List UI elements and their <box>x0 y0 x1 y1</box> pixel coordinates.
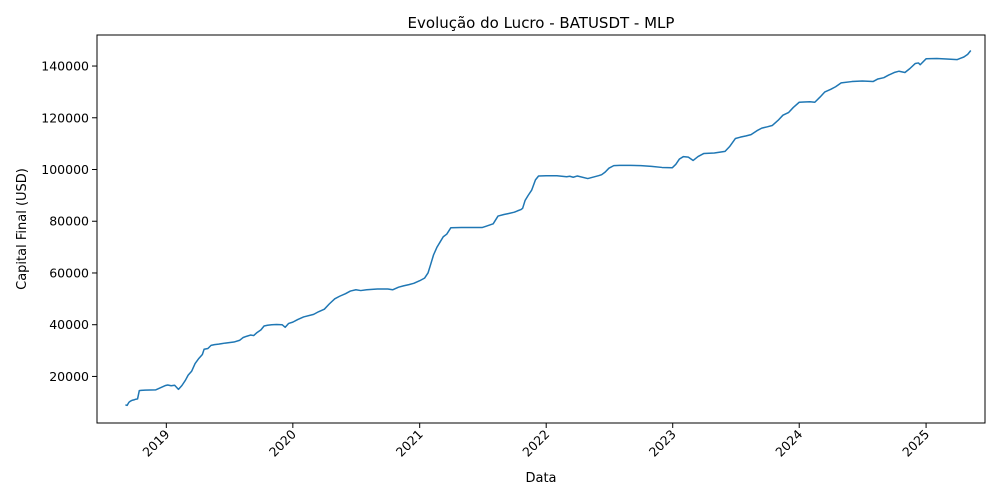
x-tick-label: 2020 <box>266 426 299 459</box>
x-axis-label: Data <box>525 471 556 486</box>
plot-area-frame <box>96 34 986 424</box>
y-tick-label: 100000 <box>41 162 89 177</box>
y-axis: 20000 40000 60000 80000 100000 120000 140000 <box>41 59 97 384</box>
x-tick-label: 2025 <box>899 427 932 460</box>
y-axis-label: Capital Final (USD) <box>15 168 30 290</box>
x-tick-label: 2022 <box>519 427 552 460</box>
y-tick-label: 140000 <box>41 59 89 74</box>
x-axis: 2019 2020 2021 2022 2023 2024 2025 <box>139 423 932 460</box>
y-tick-label: 120000 <box>41 110 89 125</box>
capital-line <box>125 50 972 407</box>
y-tick-label: 60000 <box>49 265 89 280</box>
y-tick-label: 40000 <box>49 317 89 332</box>
x-tick-label: 2023 <box>646 427 679 460</box>
x-tick-label: 2019 <box>139 426 172 459</box>
x-tick-label: 2024 <box>772 426 805 459</box>
x-tick-label: 2021 <box>393 427 426 460</box>
y-tick-label: 80000 <box>49 214 89 229</box>
y-tick-label: 20000 <box>49 369 89 384</box>
chart-title: Evolução do Lucro - BATUSDT - MLP <box>408 14 675 32</box>
